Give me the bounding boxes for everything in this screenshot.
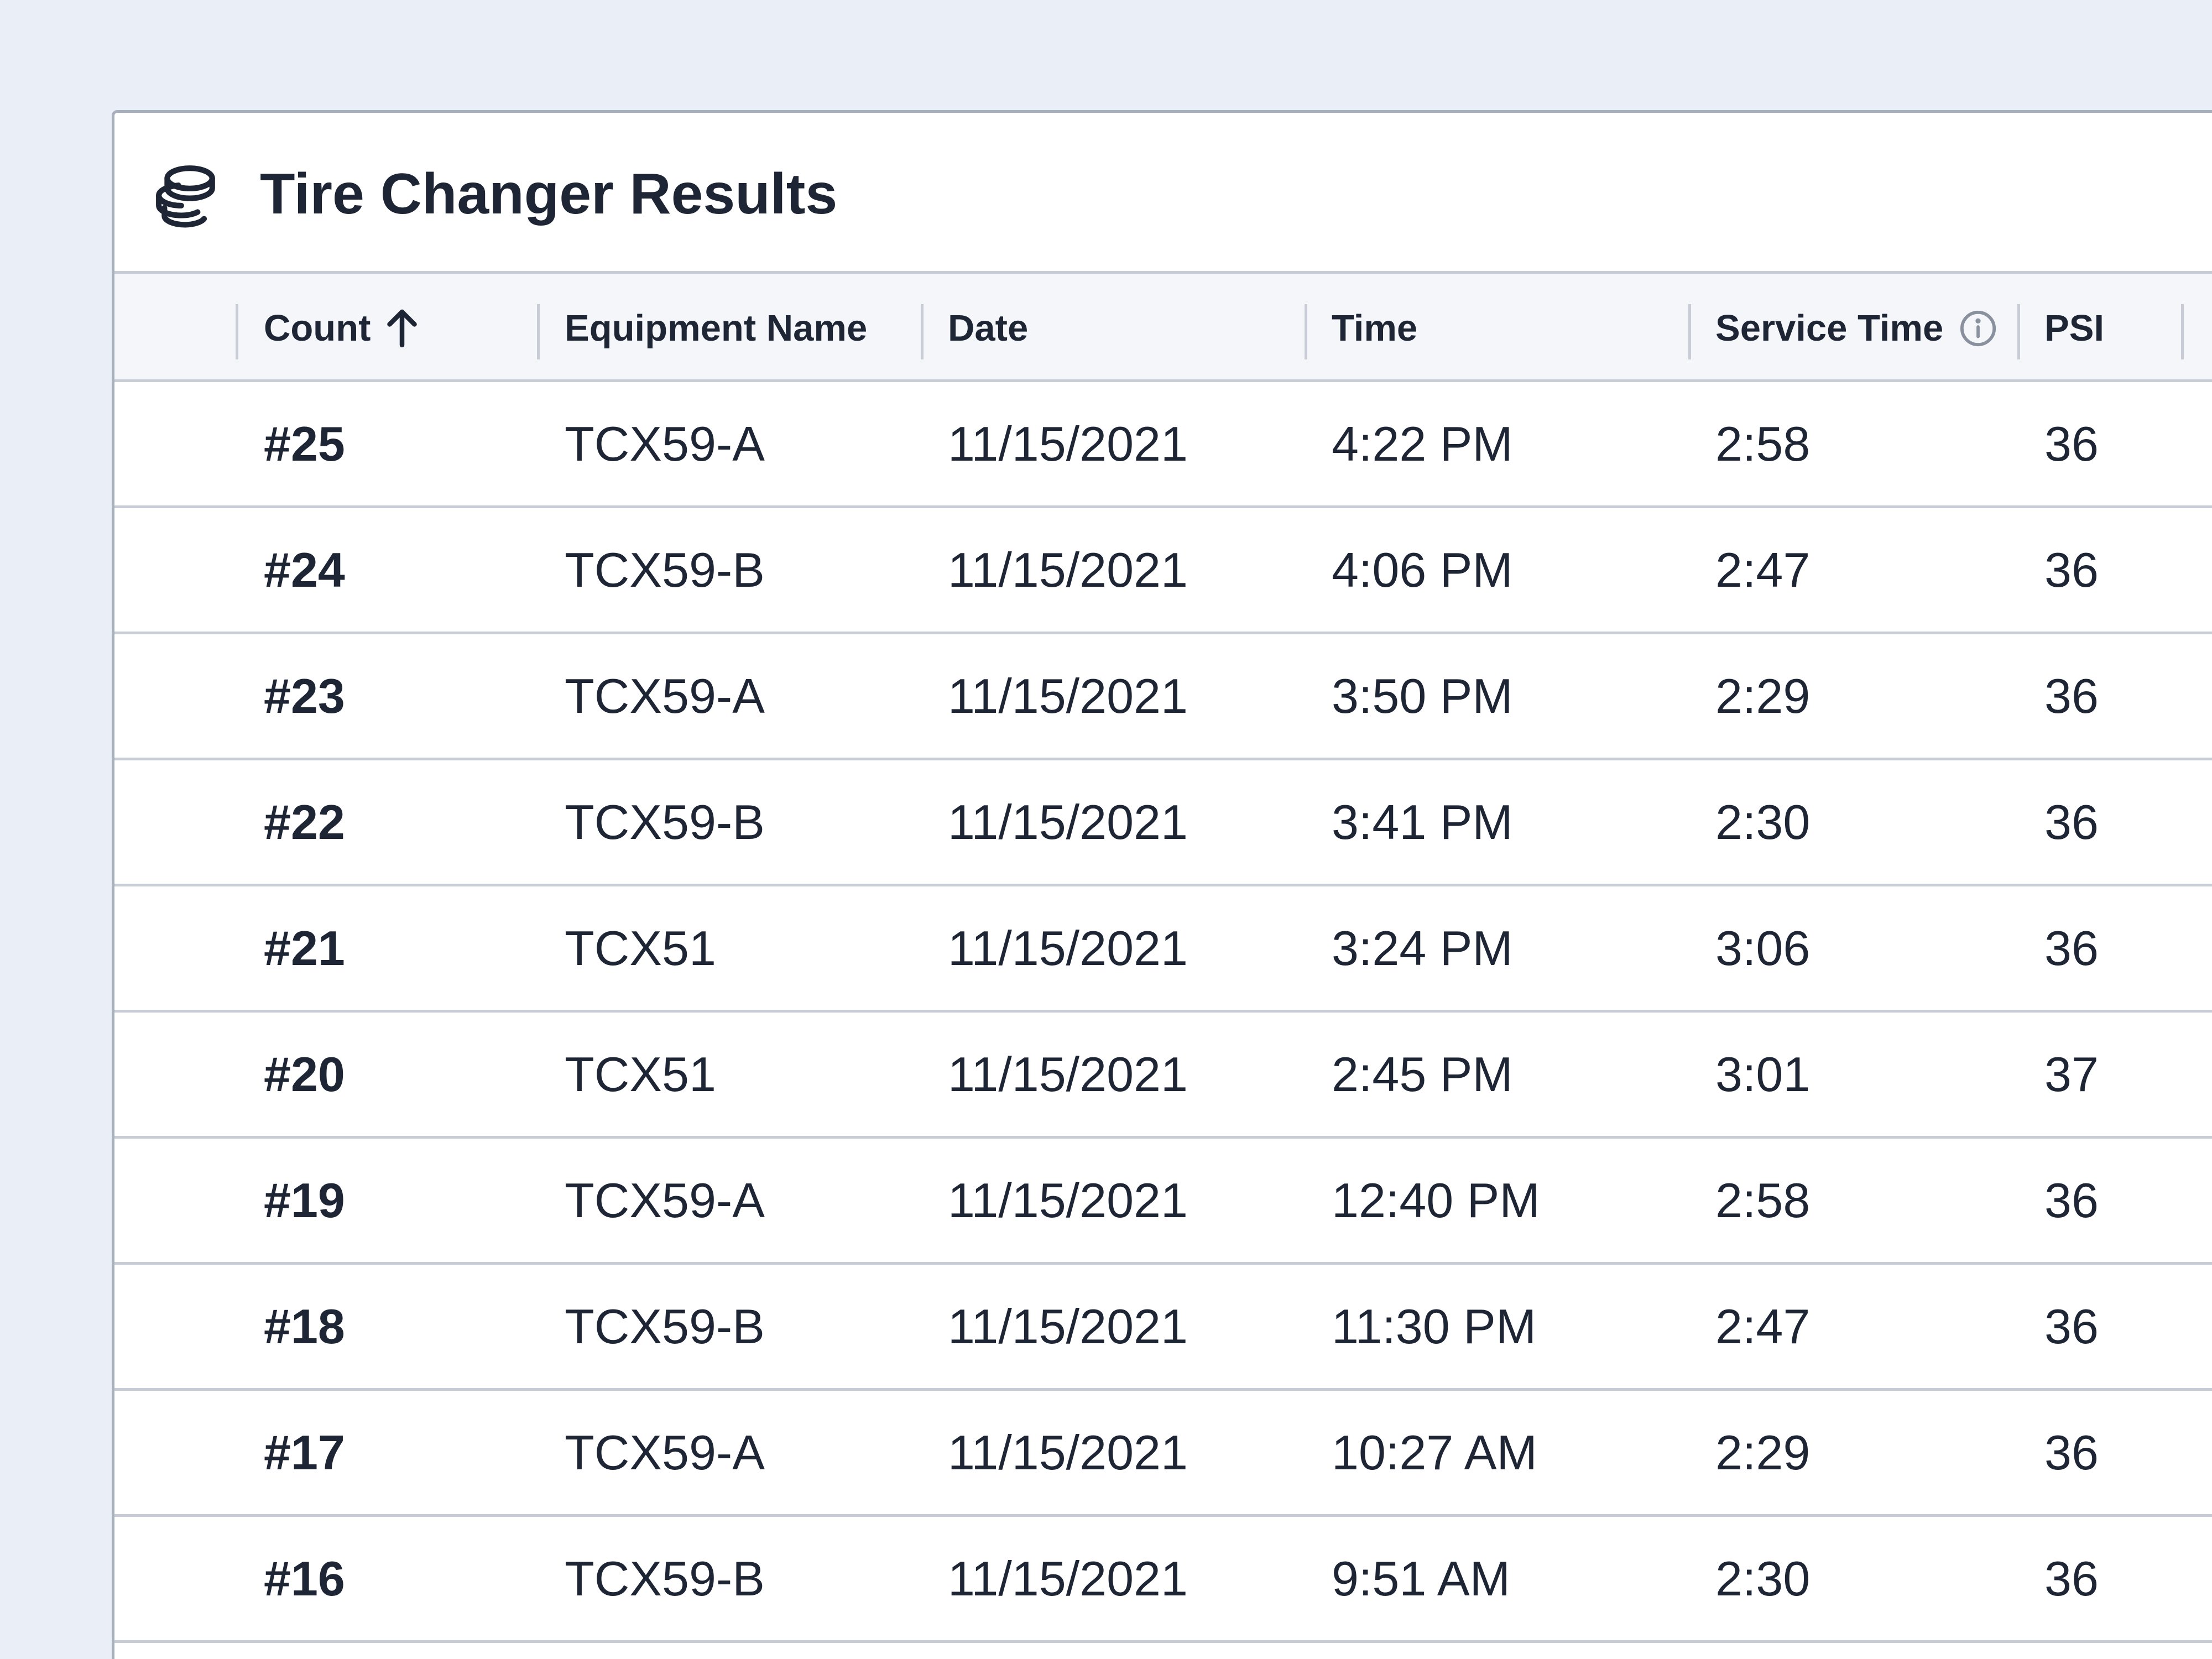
table-row[interactable]: #21 TCX51 11/15/2021 3:24 PM 3:06 36 [114, 886, 2212, 1013]
panel-title: Tire Changer Results [260, 162, 838, 226]
cell-time: 3:24 PM [1332, 921, 1513, 975]
cell-psi: 37 [2044, 1047, 2099, 1102]
column-header-date[interactable]: Date [948, 306, 1028, 351]
table-row[interactable]: #17 TCX59-A 11/15/2021 10:27 AM 2:29 36 [114, 1391, 2212, 1517]
cell-time: 9:51 AM [1332, 1551, 1510, 1606]
column-header-psi[interactable]: PSI [2044, 306, 2104, 351]
cell-equipment: TCX51 [565, 921, 716, 975]
cell-service-time: 2:58 [1715, 416, 1811, 471]
cell-service-time: 2:30 [1715, 795, 1811, 849]
column-header-label: PSI [2044, 307, 2104, 349]
cell-service-time: 2:30 [1715, 1551, 1811, 1606]
cell-service-time: 2:47 [1715, 542, 1811, 597]
column-divider[interactable] [921, 304, 924, 359]
cell-psi: 36 [2044, 921, 2099, 975]
cell-psi: 36 [2044, 542, 2099, 597]
table-row[interactable]: #16 TCX59-B 11/15/2021 9:51 AM 2:30 36 [114, 1517, 2212, 1643]
cell-psi: 36 [2044, 795, 2099, 849]
column-header-count[interactable]: Count [264, 306, 421, 351]
cell-date: 11/15/2021 [948, 1551, 1188, 1606]
table-row[interactable]: #20 TCX51 11/15/2021 2:45 PM 3:01 37 [114, 1013, 2212, 1139]
cell-count: #23 [264, 669, 345, 723]
cell-date: 11/15/2021 [948, 542, 1188, 597]
cell-service-time: 2:29 [1715, 1425, 1811, 1480]
table-row[interactable]: #18 TCX59-B 11/15/2021 11:30 PM 2:47 36 [114, 1265, 2212, 1391]
cell-count: #22 [264, 795, 345, 849]
cell-date: 11/15/2021 [948, 795, 1188, 849]
cell-time: 3:41 PM [1332, 795, 1513, 849]
cell-service-time: 3:06 [1715, 921, 1811, 975]
cell-count: #20 [264, 1047, 345, 1102]
cell-time: 4:06 PM [1332, 542, 1513, 597]
panel-header: Tire Changer Results [114, 113, 2212, 274]
column-header-label: Service Time [1715, 307, 1944, 349]
column-divider[interactable] [537, 304, 540, 359]
cell-psi: 36 [2044, 416, 2099, 471]
cell-service-time: 2:47 [1715, 1299, 1811, 1354]
column-header-equipment[interactable]: Equipment Name [565, 306, 867, 351]
cell-date: 11/15/2021 [948, 1173, 1188, 1228]
coins-stack-icon [156, 165, 215, 228]
cell-equipment: TCX59-B [565, 542, 765, 597]
cell-psi: 36 [2044, 669, 2099, 723]
cell-equipment: TCX59-B [565, 1299, 765, 1354]
cell-equipment: TCX59-A [565, 1425, 765, 1480]
cell-equipment: TCX59-A [565, 669, 765, 723]
cell-count: #24 [264, 542, 345, 597]
cell-count: #25 [264, 416, 345, 471]
cell-count: #16 [264, 1551, 345, 1606]
cell-time: 11:30 PM [1332, 1299, 1537, 1354]
info-icon[interactable] [1959, 309, 1997, 348]
table-header-row: Count Equipment Name Date Time Service T… [114, 274, 2212, 382]
cell-equipment: TCX59-B [565, 1551, 765, 1606]
cell-psi: 36 [2044, 1425, 2099, 1480]
cell-service-time: 2:29 [1715, 669, 1811, 723]
table-row[interactable]: #23 TCX59-A 11/15/2021 3:50 PM 2:29 36 [114, 634, 2212, 760]
table-row[interactable]: #25 TCX59-A 11/15/2021 4:22 PM 2:58 36 [114, 382, 2212, 508]
column-divider[interactable] [1688, 304, 1691, 359]
cell-count: #17 [264, 1425, 345, 1480]
cell-time: 2:45 PM [1332, 1047, 1513, 1102]
column-header-label: Date [948, 307, 1029, 349]
column-divider[interactable] [1305, 304, 1307, 359]
cell-count: #21 [264, 921, 345, 975]
cell-service-time: 2:58 [1715, 1173, 1811, 1228]
cell-time: 3:50 PM [1332, 669, 1513, 723]
column-header-label: Equipment Name [565, 307, 868, 349]
cell-psi: 36 [2044, 1551, 2099, 1606]
cell-psi: 36 [2044, 1173, 2099, 1228]
table-row[interactable]: #24 TCX59-B 11/15/2021 4:06 PM 2:47 36 [114, 508, 2212, 634]
column-header-time[interactable]: Time [1332, 306, 1417, 351]
cell-count: #18 [264, 1299, 345, 1354]
column-divider[interactable] [2181, 304, 2184, 359]
cell-psi: 36 [2044, 1299, 2099, 1354]
cell-date: 11/15/2021 [948, 416, 1188, 471]
cell-date: 11/15/2021 [948, 1425, 1188, 1480]
table-row[interactable]: #19 TCX59-A 11/15/2021 12:40 PM 2:58 36 [114, 1139, 2212, 1265]
cell-date: 11/15/2021 [948, 1299, 1188, 1354]
cell-date: 11/15/2021 [948, 1047, 1188, 1102]
results-panel: Tire Changer Results Count Equipment Nam… [112, 110, 2212, 1659]
column-divider[interactable] [2017, 304, 2020, 359]
column-header-service-time[interactable]: Service Time [1715, 306, 1997, 351]
cell-equipment: TCX59-A [565, 416, 765, 471]
cell-equipment: TCX59-A [565, 1173, 765, 1228]
column-divider[interactable] [236, 304, 238, 359]
cell-time: 12:40 PM [1332, 1173, 1540, 1228]
cell-time: 10:27 AM [1332, 1425, 1537, 1480]
sort-ascending-icon[interactable] [383, 306, 421, 351]
column-header-label: Count [264, 307, 371, 349]
cell-date: 11/15/2021 [948, 669, 1188, 723]
table-row[interactable]: #22 TCX59-B 11/15/2021 3:41 PM 2:30 36 [114, 760, 2212, 886]
cell-count: #19 [264, 1173, 345, 1228]
cell-equipment: TCX51 [565, 1047, 716, 1102]
cell-service-time: 3:01 [1715, 1047, 1811, 1102]
cell-equipment: TCX59-B [565, 795, 765, 849]
column-header-label: Time [1332, 307, 1418, 349]
cell-date: 11/15/2021 [948, 921, 1188, 975]
cell-time: 4:22 PM [1332, 416, 1513, 471]
